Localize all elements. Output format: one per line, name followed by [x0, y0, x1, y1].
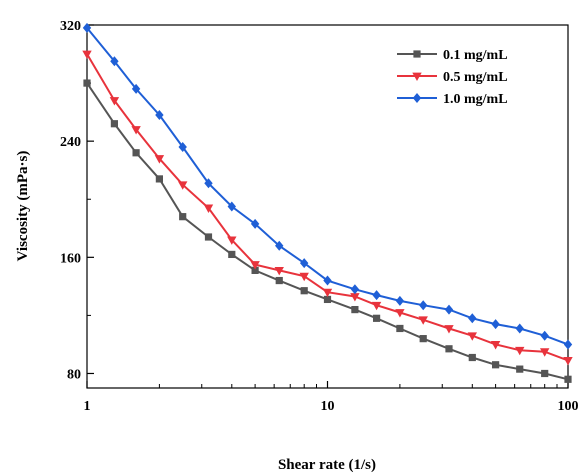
- data-point: [350, 293, 360, 302]
- data-point: [396, 324, 404, 333]
- data-point: [323, 295, 332, 304]
- data-point: [350, 284, 360, 295]
- data-point: [395, 295, 405, 306]
- data-point: [250, 218, 260, 229]
- data-point: [516, 365, 524, 373]
- data-point: [300, 287, 308, 295]
- axes: 1 10 100 80 160 240 320: [60, 19, 579, 414]
- legend: 0.1 mg/mL 0.5 mg/mL 1.0 mg/mL: [397, 48, 508, 107]
- series-0: [83, 79, 572, 383]
- data-point: [131, 83, 141, 94]
- data-point: [322, 288, 333, 298]
- data-point: [468, 313, 477, 324]
- data-point: [563, 357, 573, 366]
- y-tick-label: 320: [60, 19, 81, 34]
- data-point: [541, 369, 549, 378]
- data-point: [155, 110, 164, 121]
- data-point: [515, 323, 524, 334]
- x-tick-label: 100: [558, 399, 579, 414]
- y-tick-label: 160: [60, 251, 81, 266]
- data-point: [178, 141, 187, 152]
- data-point: [395, 309, 405, 318]
- series-1: [82, 50, 573, 366]
- data-point: [515, 346, 525, 356]
- x-tick-label: 10: [321, 399, 335, 414]
- legend-label: 0.5 mg/mL: [443, 70, 508, 85]
- data-point: [564, 375, 572, 383]
- data-point: [323, 275, 332, 286]
- x-tick-label: 1: [84, 399, 91, 414]
- data-point: [82, 22, 92, 33]
- data-point: [132, 149, 140, 157]
- legend-label: 1.0 mg/mL: [443, 92, 508, 107]
- data-point: [372, 290, 381, 301]
- legend-label: 0.1 mg/mL: [443, 48, 508, 63]
- data-point: [445, 345, 453, 353]
- data-point: [275, 276, 283, 285]
- y-tick-label: 240: [60, 135, 81, 150]
- data-point: [274, 266, 284, 276]
- data-point: [490, 341, 501, 350]
- data-point: [419, 335, 427, 343]
- data-point: [299, 272, 309, 282]
- y-axis-title: Viscosity (mPa·s): [15, 151, 31, 262]
- data-point: [492, 361, 500, 369]
- data-point: [109, 97, 120, 106]
- data-point: [351, 305, 359, 314]
- series-line: [86, 82, 569, 381]
- data-point: [131, 126, 141, 135]
- data-point: [227, 201, 236, 212]
- legend-marker: [412, 72, 422, 81]
- data-point: [227, 236, 237, 245]
- data-point: [299, 258, 309, 269]
- data-point: [468, 353, 476, 362]
- data-point: [444, 304, 454, 315]
- data-point: [155, 175, 163, 183]
- x-axis-title: Shear rate (1/s): [278, 457, 376, 473]
- data-point: [540, 330, 549, 341]
- data-point: [204, 233, 213, 241]
- legend-marker: [413, 50, 421, 58]
- legend-marker: [412, 93, 422, 103]
- series-group: [82, 22, 573, 383]
- data-point: [82, 50, 92, 60]
- data-point: [178, 181, 188, 190]
- data-point: [418, 316, 428, 325]
- data-point: [444, 325, 454, 334]
- data-point: [250, 261, 260, 270]
- data-point: [419, 300, 428, 311]
- data-point: [228, 250, 236, 259]
- y-tick-label: 80: [67, 367, 81, 382]
- data-point: [204, 178, 213, 189]
- data-point: [83, 79, 91, 87]
- data-point: [203, 204, 214, 213]
- data-point: [371, 301, 382, 311]
- series-2: [82, 22, 573, 350]
- data-point: [491, 319, 500, 330]
- data-point: [110, 120, 119, 128]
- data-point: [110, 56, 119, 67]
- data-point: [563, 339, 573, 350]
- data-point: [467, 332, 477, 341]
- data-point: [372, 314, 381, 322]
- data-point: [154, 155, 165, 164]
- data-point: [539, 348, 550, 357]
- data-point: [179, 213, 187, 221]
- data-point: [275, 240, 284, 251]
- data-point: [251, 266, 259, 274]
